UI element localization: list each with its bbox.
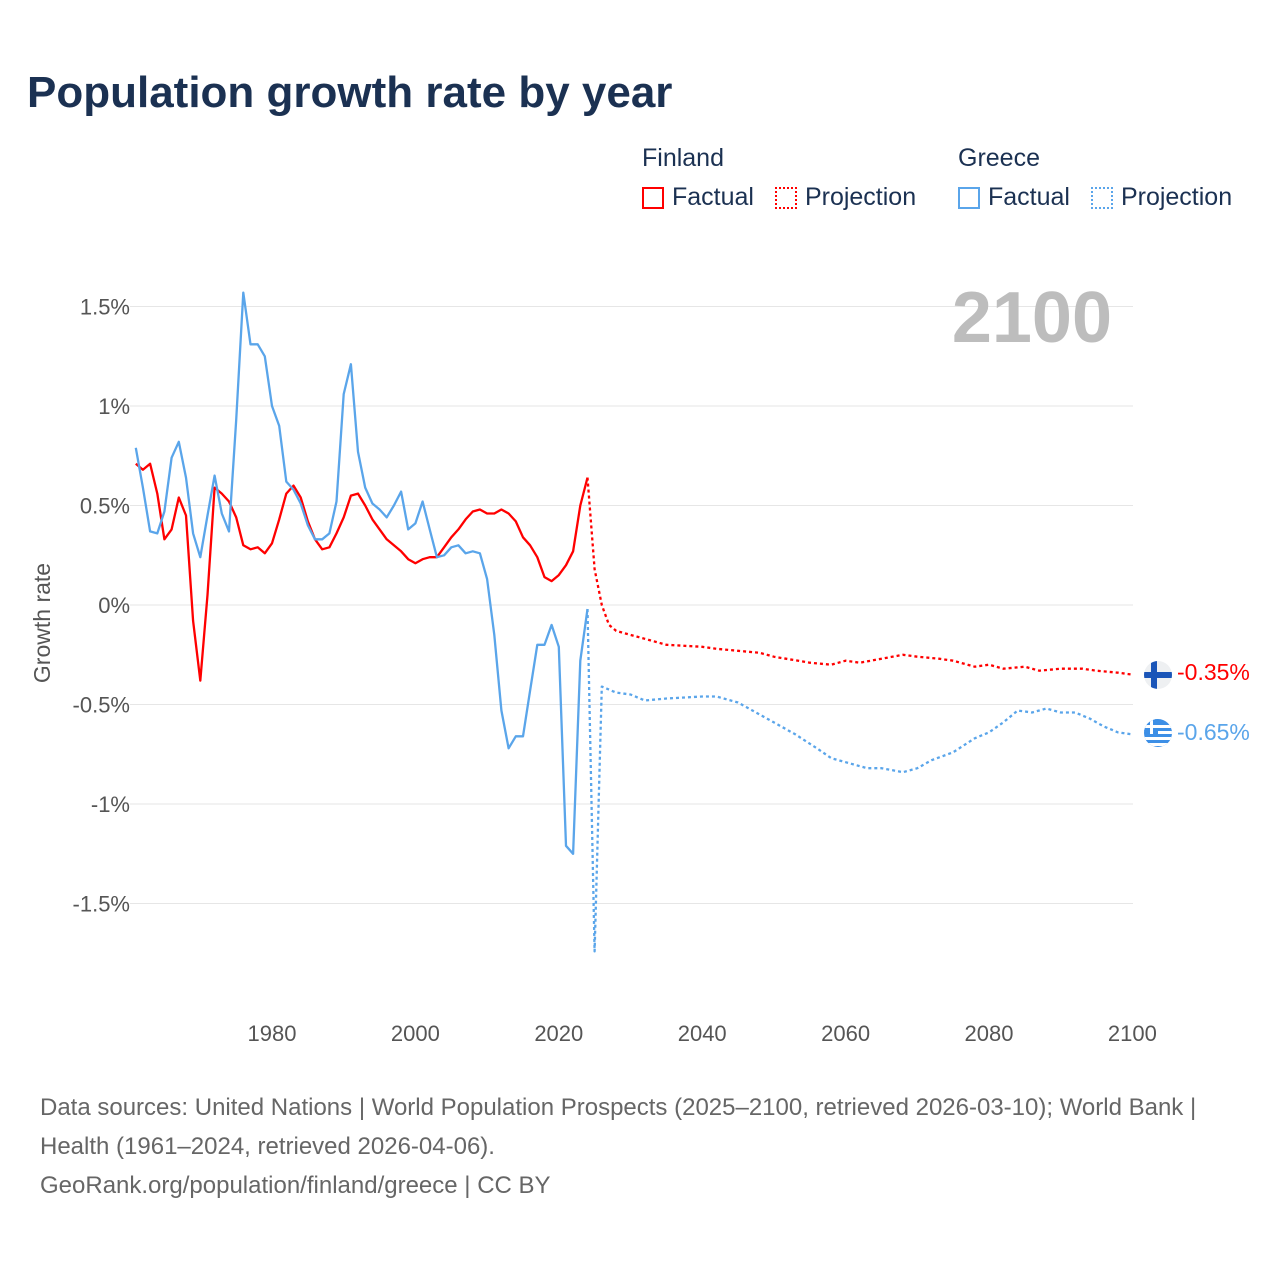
x-tick-label: 2100: [1108, 1021, 1157, 1046]
x-tick-label: 2000: [391, 1021, 440, 1046]
legend-label: Factual: [988, 183, 1070, 211]
legend-group-name: Finland: [642, 144, 724, 172]
greece-flag-icon: [1144, 719, 1172, 747]
finland-factual-line[interactable]: [135, 462, 589, 682]
y-axis-label: Growth rate: [29, 563, 55, 683]
dotted-swatch-icon: [1090, 186, 1113, 209]
x-tick-label: 2040: [678, 1021, 727, 1046]
data-sources: Data sources: United Nations | World Pop…: [40, 1094, 1197, 1160]
dotted-swatch-icon: [774, 186, 797, 209]
x-tick-label: 2020: [534, 1021, 583, 1046]
year-indicator: 2100: [952, 278, 1112, 358]
y-tick-label: 1%: [98, 394, 130, 419]
legend-label: Projection: [804, 183, 917, 211]
x-tick-label: 2060: [821, 1021, 870, 1046]
y-tick-label: -1.5%: [73, 892, 130, 917]
legend-finland: Finland Factual Projection: [642, 144, 930, 216]
y-tick-label: 0.5%: [80, 494, 130, 519]
legend-finland-factual[interactable]: Factual: [642, 183, 754, 212]
greece-end-value: -0.65%: [1177, 719, 1250, 745]
legend-greece-projection[interactable]: Projection: [1090, 183, 1233, 212]
x-tick-label: 2080: [965, 1021, 1014, 1046]
legend-greece: Greece Factual Projection: [958, 144, 1232, 216]
legend-greece-factual[interactable]: Factual: [958, 183, 1070, 212]
legend-group-name: Greece: [958, 144, 1040, 172]
legend-finland-projection[interactable]: Projection: [774, 183, 917, 212]
y-tick-label: -1%: [91, 792, 130, 817]
x-tick-label: 1980: [248, 1021, 297, 1046]
solid-swatch-icon: [958, 186, 980, 209]
y-tick-label: -0.5%: [73, 693, 130, 718]
credit-link[interactable]: GeoRank.org/population/finland/greece | …: [40, 1172, 551, 1199]
y-tick-label: 0%: [98, 593, 130, 618]
finland-projection-line[interactable]: [586, 477, 1133, 676]
greece-factual-line[interactable]: [134, 291, 589, 855]
y-tick-label: 1.5%: [80, 295, 130, 320]
solid-swatch-icon: [642, 186, 664, 209]
chart-title: Population growth rate by year: [27, 68, 673, 117]
legend-label: Factual: [672, 183, 754, 211]
footer: Data sources: United Nations | World Pop…: [40, 1088, 1240, 1205]
finland-end-value: -0.35%: [1177, 659, 1250, 685]
legend-label: Projection: [1120, 183, 1233, 211]
finland-flag-icon: [1144, 661, 1172, 689]
greece-projection-line[interactable]: [586, 608, 1133, 953]
